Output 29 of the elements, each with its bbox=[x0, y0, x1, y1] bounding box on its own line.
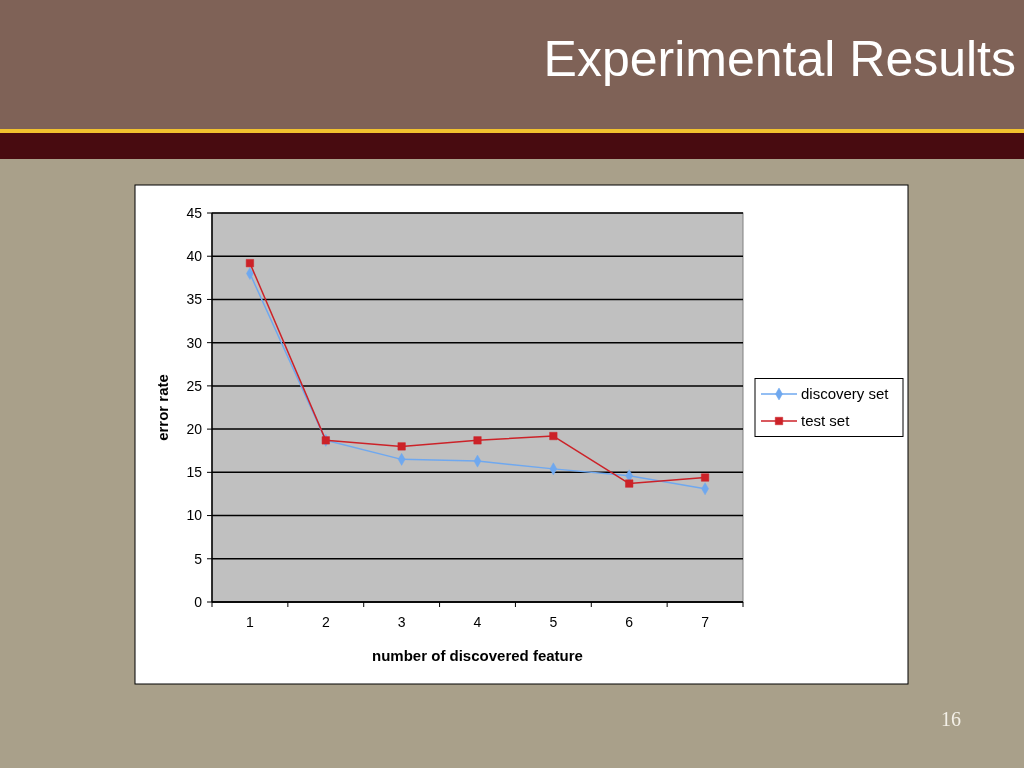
y-tick-label: 45 bbox=[186, 204, 203, 221]
x-tick-label: 4 bbox=[473, 614, 482, 630]
point bbox=[397, 442, 406, 451]
text: 16 bbox=[941, 708, 961, 730]
x-tick-label: 2 bbox=[321, 614, 330, 630]
x-tick-label: 6 bbox=[625, 614, 634, 630]
point bbox=[549, 432, 558, 441]
x-tick-label: 1 bbox=[246, 614, 255, 630]
y-axis-title: error rate bbox=[154, 374, 171, 441]
legend-label: test set bbox=[801, 412, 851, 430]
y-tick-label: 30 bbox=[186, 334, 203, 351]
x-axis-title: number of discovered feature bbox=[372, 647, 583, 664]
legend-label: discovery set bbox=[801, 385, 890, 403]
y-tick-label: 20 bbox=[186, 421, 203, 438]
point bbox=[701, 473, 710, 482]
point bbox=[245, 259, 254, 268]
y-tick-label: 35 bbox=[186, 291, 203, 308]
y-tick-label: 25 bbox=[186, 377, 203, 394]
point bbox=[625, 479, 634, 488]
y-tick-label: 40 bbox=[186, 248, 203, 265]
x-tick-label: 3 bbox=[397, 614, 406, 630]
chart-title: Experimental Results bbox=[543, 31, 1016, 87]
y-tick-label: 5 bbox=[194, 550, 203, 567]
point bbox=[473, 436, 482, 445]
x-tick-label: 7 bbox=[701, 614, 710, 630]
y-tick-label: 0 bbox=[194, 593, 203, 610]
y-tick-label: 10 bbox=[186, 507, 203, 524]
y-tick-label: 15 bbox=[186, 464, 203, 481]
x-tick-label: 5 bbox=[549, 614, 558, 630]
